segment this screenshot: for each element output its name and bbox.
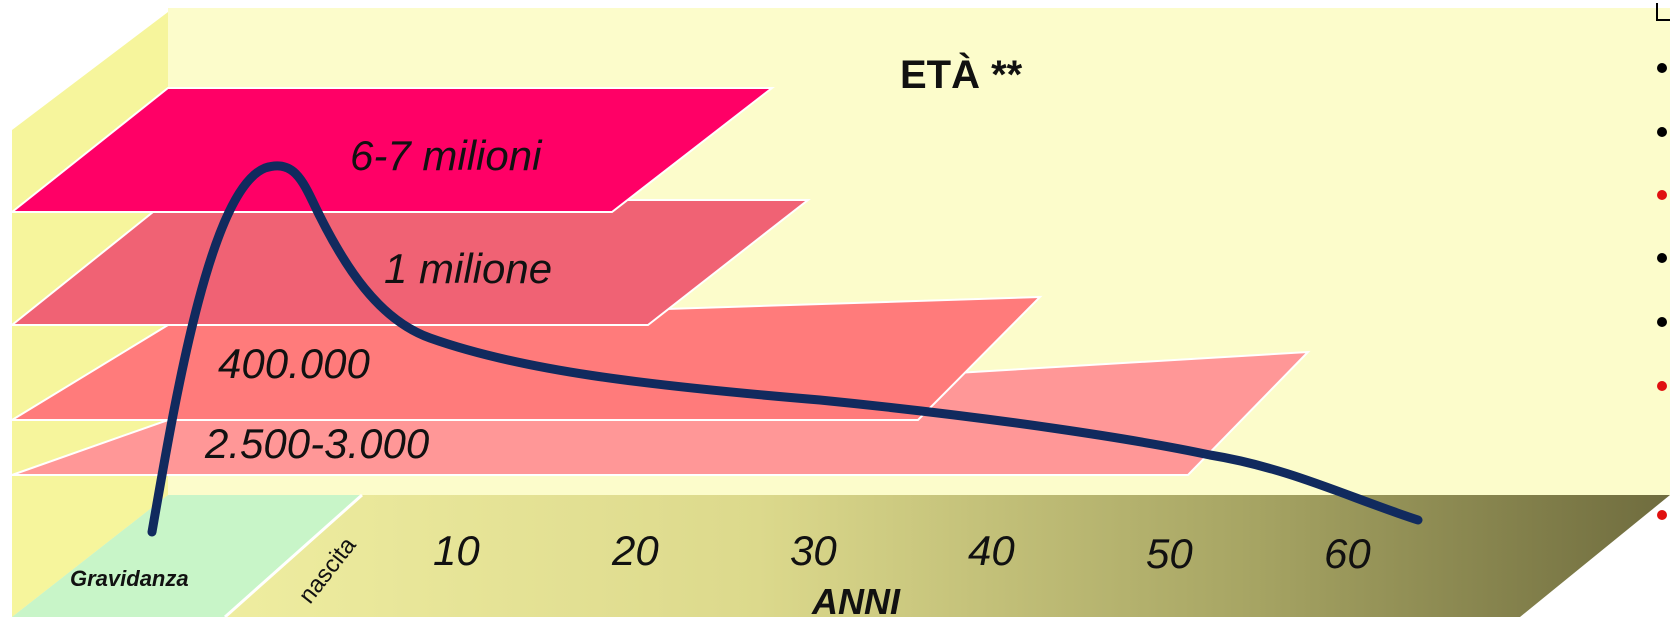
bullet-dot xyxy=(1657,510,1667,520)
level-plane-1 xyxy=(9,87,775,213)
tick-label-30: 30 xyxy=(790,527,837,574)
diagram-title: ETÀ ** xyxy=(900,52,1023,97)
tick-label-40: 40 xyxy=(968,527,1015,574)
level-label-2: 1 milione xyxy=(384,245,552,292)
bullet-dot xyxy=(1657,317,1667,327)
floor xyxy=(12,495,1670,617)
tick-label-60: 60 xyxy=(1324,530,1371,577)
axis-label: ANNI xyxy=(811,581,901,617)
level-label-1: 6-7 milioni xyxy=(350,132,543,179)
tick-label-20: 20 xyxy=(611,527,659,574)
level-label-3: 400.000 xyxy=(218,340,370,387)
level-label-4: 2.500-3.000 xyxy=(204,420,430,467)
bullet-dot xyxy=(1657,63,1667,73)
bullet-list xyxy=(1657,63,1667,520)
birth-divider xyxy=(224,493,363,617)
level-plane-3 xyxy=(8,295,1043,421)
tick-label-50: 50 xyxy=(1146,530,1193,577)
oocyte-decline-curve xyxy=(147,161,1423,537)
pregnancy-floor xyxy=(12,495,362,617)
bullet-dot xyxy=(1657,253,1667,263)
pregnancy-label: Gravidanza xyxy=(70,566,189,591)
bullet-dot xyxy=(1657,127,1667,137)
bullet-dot xyxy=(1657,190,1667,200)
bullet-dot xyxy=(1657,381,1667,391)
tick-label-10: 10 xyxy=(433,527,480,574)
list-corner-mark xyxy=(1656,3,1670,21)
